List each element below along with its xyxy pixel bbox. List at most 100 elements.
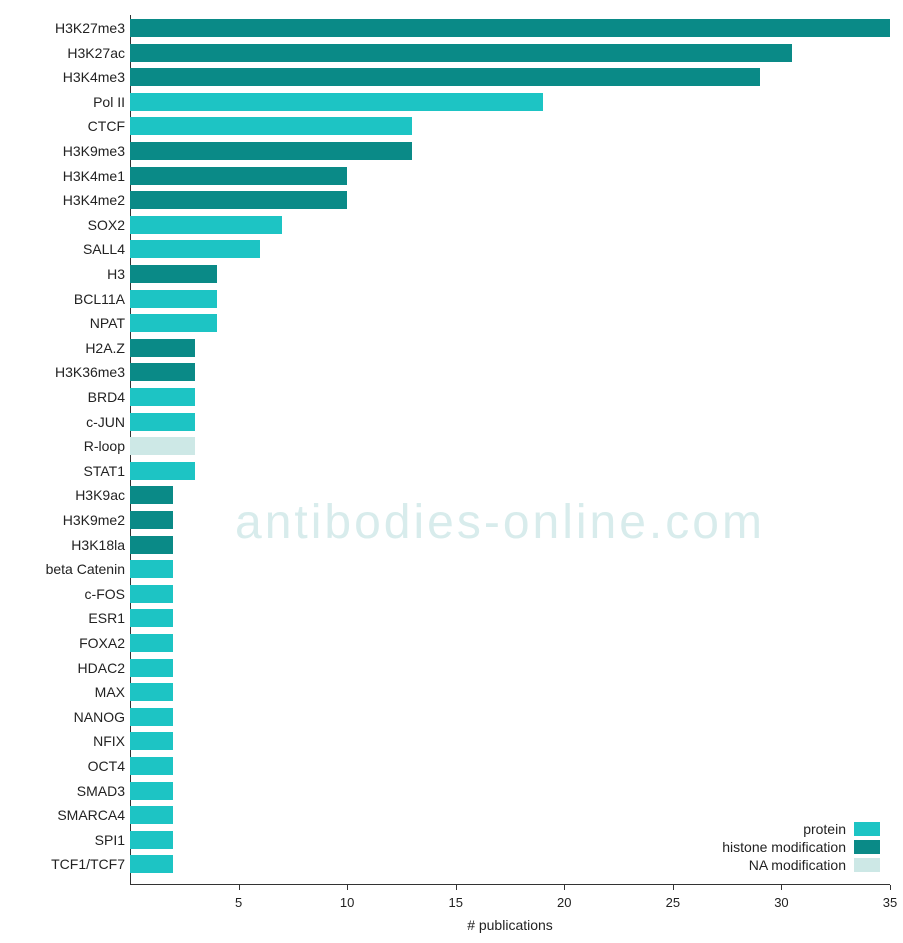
- bar-row: [130, 609, 173, 627]
- x-tick-label: 35: [883, 895, 897, 910]
- bar-row: [130, 290, 217, 308]
- bar-row: [130, 486, 173, 504]
- bar: [130, 831, 173, 849]
- y-axis-label: R-loop: [15, 437, 125, 455]
- bar-row: [130, 117, 412, 135]
- bar-row: [130, 831, 173, 849]
- bar-row: [130, 363, 195, 381]
- y-axis-label: H3K18la: [15, 536, 125, 554]
- bar: [130, 437, 195, 455]
- x-tick-label: 10: [340, 895, 354, 910]
- legend-label: histone modification: [722, 839, 846, 855]
- legend-swatch: [854, 840, 880, 854]
- bar-row: [130, 216, 282, 234]
- y-axis-label: OCT4: [15, 757, 125, 775]
- bar: [130, 191, 347, 209]
- legend-item: histone modification: [722, 839, 880, 855]
- y-axis-label: NANOG: [15, 708, 125, 726]
- bar: [130, 855, 173, 873]
- bar: [130, 609, 173, 627]
- bar: [130, 44, 792, 62]
- y-axis-label: SALL4: [15, 240, 125, 258]
- bar-row: [130, 659, 173, 677]
- x-tick: [564, 885, 565, 890]
- y-axis-label: H3K9me2: [15, 511, 125, 529]
- y-axis-label: beta Catenin: [15, 560, 125, 578]
- bar-row: [130, 93, 543, 111]
- y-axis-label: H3K36me3: [15, 363, 125, 381]
- y-axis-label: BRD4: [15, 388, 125, 406]
- x-tick: [347, 885, 348, 890]
- y-axis-label: NPAT: [15, 314, 125, 332]
- bar: [130, 782, 173, 800]
- bar: [130, 708, 173, 726]
- x-tick: [239, 885, 240, 890]
- bar-row: [130, 240, 260, 258]
- bar: [130, 167, 347, 185]
- bar: [130, 732, 173, 750]
- bar-row: [130, 634, 173, 652]
- bar: [130, 462, 195, 480]
- x-tick-label: 20: [557, 895, 571, 910]
- chart-container: antibodies-online.com 5101520253035 # pu…: [10, 10, 893, 933]
- bar: [130, 265, 217, 283]
- legend-label: protein: [803, 821, 846, 837]
- y-axis-label: H2A.Z: [15, 339, 125, 357]
- legend-item: NA modification: [722, 857, 880, 873]
- legend-swatch: [854, 858, 880, 872]
- y-axis-label: MAX: [15, 683, 125, 701]
- bar: [130, 413, 195, 431]
- x-tick-label: 15: [448, 895, 462, 910]
- y-axis-label: TCF1/TCF7: [15, 855, 125, 873]
- bar: [130, 142, 412, 160]
- y-axis-label: H3K4me2: [15, 191, 125, 209]
- y-axis-label: H3K27me3: [15, 19, 125, 37]
- bar-row: [130, 732, 173, 750]
- bar-row: [130, 536, 173, 554]
- plot-area: 5101520253035 # publications proteinhist…: [130, 15, 890, 885]
- y-axis-label: H3K9ac: [15, 486, 125, 504]
- bar: [130, 19, 890, 37]
- bar-row: [130, 19, 890, 37]
- bar-row: [130, 413, 195, 431]
- y-axis-label: H3K4me1: [15, 167, 125, 185]
- y-axis-label: SMAD3: [15, 782, 125, 800]
- bar-row: [130, 388, 195, 406]
- bar-row: [130, 782, 173, 800]
- y-axis-label: SMARCA4: [15, 806, 125, 824]
- y-axis-label: ESR1: [15, 609, 125, 627]
- bar: [130, 93, 543, 111]
- y-axis-label: Pol II: [15, 93, 125, 111]
- bar: [130, 216, 282, 234]
- y-axis-label: FOXA2: [15, 634, 125, 652]
- y-axis-label: NFIX: [15, 732, 125, 750]
- bar: [130, 683, 173, 701]
- bar-row: [130, 167, 347, 185]
- bar-row: [130, 560, 173, 578]
- x-tick: [890, 885, 891, 890]
- bar: [130, 240, 260, 258]
- bar: [130, 634, 173, 652]
- bar-row: [130, 855, 173, 873]
- legend-label: NA modification: [749, 857, 846, 873]
- y-axis-label: H3K4me3: [15, 68, 125, 86]
- bar: [130, 117, 412, 135]
- bar: [130, 68, 760, 86]
- bar: [130, 560, 173, 578]
- x-tick-label: 30: [774, 895, 788, 910]
- y-axis-label: STAT1: [15, 462, 125, 480]
- bar-row: [130, 314, 217, 332]
- bar: [130, 363, 195, 381]
- y-axis-label: SOX2: [15, 216, 125, 234]
- bar: [130, 314, 217, 332]
- y-axis-label: H3K27ac: [15, 44, 125, 62]
- bar: [130, 659, 173, 677]
- y-axis-label: c-JUN: [15, 413, 125, 431]
- y-axis-label: SPI1: [15, 831, 125, 849]
- bar-row: [130, 511, 173, 529]
- x-axis-title: # publications: [467, 917, 553, 933]
- x-axis-line: [130, 884, 890, 885]
- legend-item: protein: [722, 821, 880, 837]
- bar-row: [130, 44, 792, 62]
- bar-row: [130, 806, 173, 824]
